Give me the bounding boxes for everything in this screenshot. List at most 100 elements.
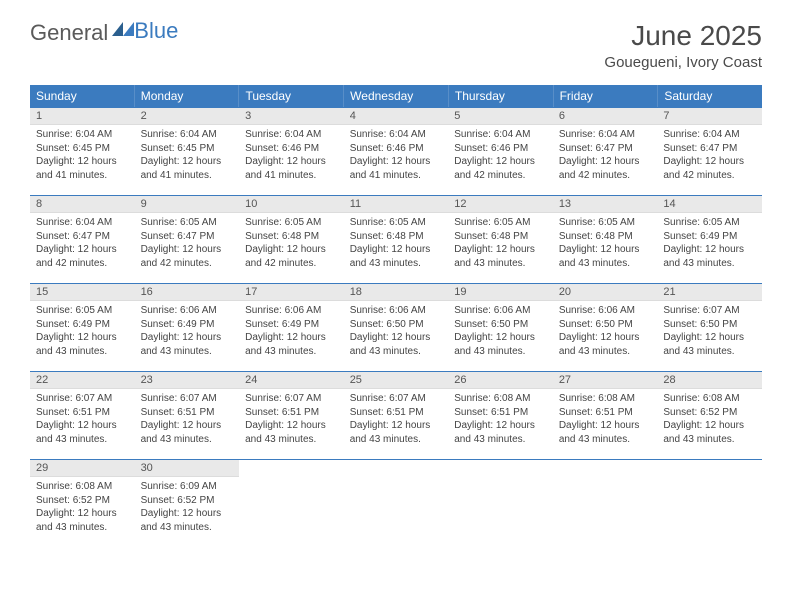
day-number: 21 <box>657 284 762 301</box>
calendar-cell: 19Sunrise: 6:06 AMSunset: 6:50 PMDayligh… <box>448 283 553 371</box>
day-body: Sunrise: 6:07 AMSunset: 6:51 PMDaylight:… <box>344 389 449 452</box>
weekday-header-row: SundayMondayTuesdayWednesdayThursdayFrid… <box>30 85 762 107</box>
day-body: Sunrise: 6:05 AMSunset: 6:48 PMDaylight:… <box>239 213 344 276</box>
calendar-cell: 8Sunrise: 6:04 AMSunset: 6:47 PMDaylight… <box>30 195 135 283</box>
calendar-cell: 30Sunrise: 6:09 AMSunset: 6:52 PMDayligh… <box>135 459 240 547</box>
day-number: 19 <box>448 284 553 301</box>
day-number: 13 <box>553 196 658 213</box>
calendar-cell: 14Sunrise: 6:05 AMSunset: 6:49 PMDayligh… <box>657 195 762 283</box>
day-number: 28 <box>657 372 762 389</box>
logo-text-1: General <box>30 20 108 46</box>
day-number: 2 <box>135 108 240 125</box>
day-number: 4 <box>344 108 449 125</box>
day-body: Sunrise: 6:06 AMSunset: 6:49 PMDaylight:… <box>135 301 240 364</box>
weekday-header: Tuesday <box>239 85 344 107</box>
day-number: 14 <box>657 196 762 213</box>
day-number: 6 <box>553 108 658 125</box>
day-body: Sunrise: 6:04 AMSunset: 6:47 PMDaylight:… <box>553 125 658 188</box>
calendar-cell-empty: .. <box>344 459 449 547</box>
page-title: June 2025 <box>604 20 762 52</box>
day-body: Sunrise: 6:09 AMSunset: 6:52 PMDaylight:… <box>135 477 240 540</box>
calendar: SundayMondayTuesdayWednesdayThursdayFrid… <box>30 85 762 547</box>
day-number: 7 <box>657 108 762 125</box>
weekday-header: Monday <box>135 85 240 107</box>
day-body: Sunrise: 6:05 AMSunset: 6:48 PMDaylight:… <box>448 213 553 276</box>
location-label: Gouegueni, Ivory Coast <box>604 54 762 71</box>
calendar-cell: 21Sunrise: 6:07 AMSunset: 6:50 PMDayligh… <box>657 283 762 371</box>
day-number: 18 <box>344 284 449 301</box>
day-number: 26 <box>448 372 553 389</box>
day-body: Sunrise: 6:06 AMSunset: 6:50 PMDaylight:… <box>448 301 553 364</box>
calendar-cell: 9Sunrise: 6:05 AMSunset: 6:47 PMDaylight… <box>135 195 240 283</box>
day-number: 17 <box>239 284 344 301</box>
calendar-cell: 15Sunrise: 6:05 AMSunset: 6:49 PMDayligh… <box>30 283 135 371</box>
calendar-cell: 26Sunrise: 6:08 AMSunset: 6:51 PMDayligh… <box>448 371 553 459</box>
day-body: Sunrise: 6:04 AMSunset: 6:45 PMDaylight:… <box>30 125 135 188</box>
day-body: Sunrise: 6:06 AMSunset: 6:50 PMDaylight:… <box>553 301 658 364</box>
weekday-header: Wednesday <box>344 85 449 107</box>
logo-text-2: Blue <box>134 18 178 44</box>
calendar-cell: 29Sunrise: 6:08 AMSunset: 6:52 PMDayligh… <box>30 459 135 547</box>
day-number: 22 <box>30 372 135 389</box>
calendar-cell: 27Sunrise: 6:08 AMSunset: 6:51 PMDayligh… <box>553 371 658 459</box>
day-body: Sunrise: 6:04 AMSunset: 6:46 PMDaylight:… <box>239 125 344 188</box>
day-body: Sunrise: 6:05 AMSunset: 6:49 PMDaylight:… <box>30 301 135 364</box>
calendar-cell: 16Sunrise: 6:06 AMSunset: 6:49 PMDayligh… <box>135 283 240 371</box>
calendar-cell: 20Sunrise: 6:06 AMSunset: 6:50 PMDayligh… <box>553 283 658 371</box>
calendar-grid: 1Sunrise: 6:04 AMSunset: 6:45 PMDaylight… <box>30 107 762 547</box>
day-number: 24 <box>239 372 344 389</box>
day-number: 23 <box>135 372 240 389</box>
day-number: 30 <box>135 460 240 477</box>
day-body: Sunrise: 6:08 AMSunset: 6:52 PMDaylight:… <box>657 389 762 452</box>
calendar-cell: 25Sunrise: 6:07 AMSunset: 6:51 PMDayligh… <box>344 371 449 459</box>
calendar-cell: 10Sunrise: 6:05 AMSunset: 6:48 PMDayligh… <box>239 195 344 283</box>
weekday-header: Sunday <box>30 85 135 107</box>
day-number: 25 <box>344 372 449 389</box>
calendar-cell: 13Sunrise: 6:05 AMSunset: 6:48 PMDayligh… <box>553 195 658 283</box>
calendar-cell: 22Sunrise: 6:07 AMSunset: 6:51 PMDayligh… <box>30 371 135 459</box>
header: General Blue June 2025 Gouegueni, Ivory … <box>0 0 792 79</box>
weekday-header: Saturday <box>658 85 762 107</box>
day-body: Sunrise: 6:05 AMSunset: 6:48 PMDaylight:… <box>344 213 449 276</box>
day-body: Sunrise: 6:04 AMSunset: 6:47 PMDaylight:… <box>657 125 762 188</box>
calendar-cell: 6Sunrise: 6:04 AMSunset: 6:47 PMDaylight… <box>553 107 658 195</box>
calendar-cell: 5Sunrise: 6:04 AMSunset: 6:46 PMDaylight… <box>448 107 553 195</box>
day-body: Sunrise: 6:07 AMSunset: 6:51 PMDaylight:… <box>135 389 240 452</box>
weekday-header: Friday <box>554 85 659 107</box>
calendar-cell-empty: .. <box>239 459 344 547</box>
logo-mark-icon <box>112 20 134 46</box>
day-number: 11 <box>344 196 449 213</box>
calendar-cell-empty: .. <box>553 459 658 547</box>
day-body: Sunrise: 6:08 AMSunset: 6:51 PMDaylight:… <box>553 389 658 452</box>
calendar-cell: 17Sunrise: 6:06 AMSunset: 6:49 PMDayligh… <box>239 283 344 371</box>
day-body: Sunrise: 6:05 AMSunset: 6:48 PMDaylight:… <box>553 213 658 276</box>
day-body: Sunrise: 6:06 AMSunset: 6:49 PMDaylight:… <box>239 301 344 364</box>
day-number: 29 <box>30 460 135 477</box>
day-number: 3 <box>239 108 344 125</box>
calendar-cell: 11Sunrise: 6:05 AMSunset: 6:48 PMDayligh… <box>344 195 449 283</box>
day-number: 27 <box>553 372 658 389</box>
calendar-cell: 1Sunrise: 6:04 AMSunset: 6:45 PMDaylight… <box>30 107 135 195</box>
logo: General Blue <box>30 20 178 46</box>
calendar-cell: 12Sunrise: 6:05 AMSunset: 6:48 PMDayligh… <box>448 195 553 283</box>
day-body: Sunrise: 6:06 AMSunset: 6:50 PMDaylight:… <box>344 301 449 364</box>
calendar-cell: 2Sunrise: 6:04 AMSunset: 6:45 PMDaylight… <box>135 107 240 195</box>
day-number: 5 <box>448 108 553 125</box>
day-body: Sunrise: 6:05 AMSunset: 6:49 PMDaylight:… <box>657 213 762 276</box>
day-body: Sunrise: 6:07 AMSunset: 6:51 PMDaylight:… <box>239 389 344 452</box>
day-body: Sunrise: 6:07 AMSunset: 6:50 PMDaylight:… <box>657 301 762 364</box>
day-body: Sunrise: 6:08 AMSunset: 6:51 PMDaylight:… <box>448 389 553 452</box>
day-body: Sunrise: 6:04 AMSunset: 6:45 PMDaylight:… <box>135 125 240 188</box>
day-body: Sunrise: 6:08 AMSunset: 6:52 PMDaylight:… <box>30 477 135 540</box>
day-number: 12 <box>448 196 553 213</box>
calendar-cell: 28Sunrise: 6:08 AMSunset: 6:52 PMDayligh… <box>657 371 762 459</box>
calendar-cell: 23Sunrise: 6:07 AMSunset: 6:51 PMDayligh… <box>135 371 240 459</box>
calendar-cell: 3Sunrise: 6:04 AMSunset: 6:46 PMDaylight… <box>239 107 344 195</box>
day-body: Sunrise: 6:04 AMSunset: 6:47 PMDaylight:… <box>30 213 135 276</box>
calendar-cell-empty: .. <box>448 459 553 547</box>
day-number: 15 <box>30 284 135 301</box>
calendar-cell: 7Sunrise: 6:04 AMSunset: 6:47 PMDaylight… <box>657 107 762 195</box>
day-number: 9 <box>135 196 240 213</box>
day-number: 1 <box>30 108 135 125</box>
calendar-cell-empty: .. <box>657 459 762 547</box>
